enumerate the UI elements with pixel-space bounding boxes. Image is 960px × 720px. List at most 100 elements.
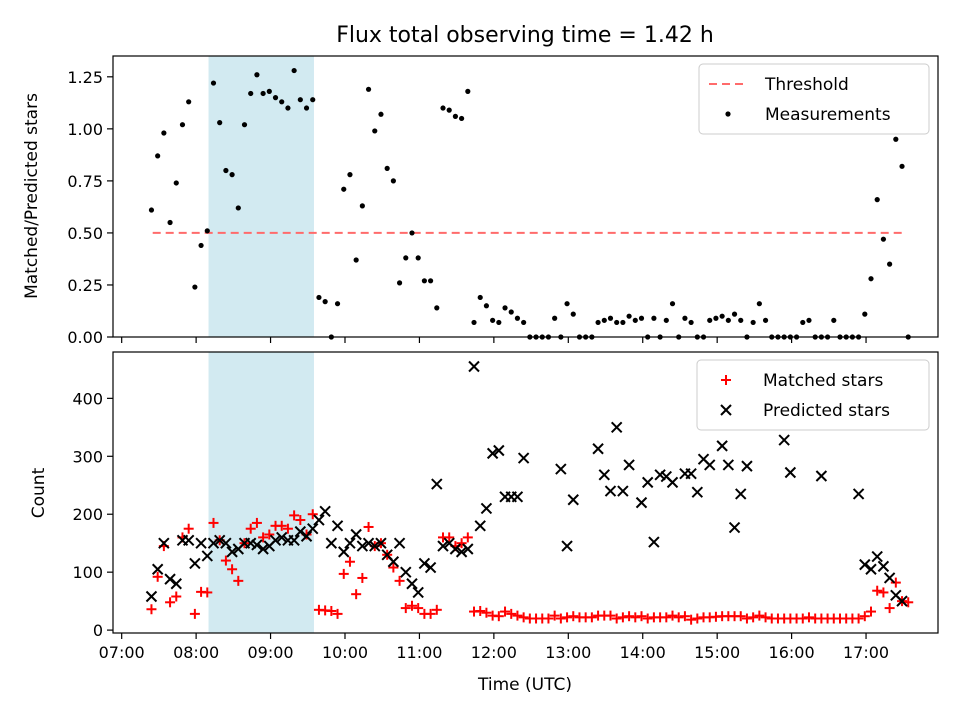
data-point <box>400 566 412 578</box>
data-point <box>872 585 883 596</box>
data-point <box>145 590 158 603</box>
data-point <box>412 586 424 599</box>
data-point <box>719 313 725 319</box>
data-point <box>351 589 362 600</box>
legend-box <box>698 63 930 135</box>
data-point <box>258 532 269 543</box>
data-point <box>189 608 200 619</box>
data-point <box>728 521 741 534</box>
data-point <box>208 517 219 528</box>
data-point <box>707 317 713 323</box>
data-point <box>356 540 369 552</box>
data-point <box>192 284 198 290</box>
data-point <box>350 528 362 541</box>
data-point-stroke <box>251 539 263 551</box>
data-point-stroke <box>431 478 443 490</box>
shaded-interval <box>208 352 314 633</box>
data-point-stroke <box>182 534 195 547</box>
data-point <box>446 107 452 113</box>
data-point <box>334 301 341 307</box>
data-point-stroke <box>735 488 747 500</box>
data-point-stroke <box>778 434 790 446</box>
data-point <box>688 319 694 326</box>
data-point-stroke <box>604 485 617 497</box>
data-point-stroke <box>474 520 486 532</box>
data-point <box>331 520 344 532</box>
y-tick-label: 1.25 <box>67 68 103 87</box>
data-point <box>455 546 468 558</box>
data-point-stroke <box>704 459 716 471</box>
data-point <box>223 167 229 174</box>
data-point-stroke <box>288 534 300 547</box>
data-point <box>434 305 440 311</box>
data-point <box>620 319 626 326</box>
data-point <box>508 309 514 315</box>
data-point-stroke <box>356 540 369 552</box>
data-point <box>437 540 449 552</box>
data-point <box>493 444 505 457</box>
data-point <box>254 72 260 78</box>
data-point <box>319 505 331 518</box>
data-point-stroke <box>468 360 480 373</box>
data-point <box>406 578 418 590</box>
y-tick-label: 400 <box>72 389 103 408</box>
data-point <box>641 476 654 489</box>
data-point <box>883 572 896 584</box>
data-point <box>182 534 195 547</box>
data-point <box>347 172 353 178</box>
data-point-stroke <box>338 546 350 558</box>
data-point <box>686 614 697 625</box>
data-point-stroke <box>648 536 660 548</box>
data-point <box>183 523 194 534</box>
data-point <box>279 99 285 105</box>
data-point <box>611 613 622 624</box>
x-tick-label: 15:00 <box>694 643 740 662</box>
data-point <box>186 99 192 105</box>
data-point-stroke <box>896 595 908 607</box>
data-point <box>893 136 899 142</box>
data-point <box>372 128 378 134</box>
data-point <box>815 470 828 482</box>
data-point <box>871 550 883 563</box>
data-point <box>868 276 874 282</box>
data-point <box>226 546 238 558</box>
data-point <box>617 485 629 497</box>
data-point <box>424 561 437 574</box>
data-point <box>307 509 318 520</box>
bottom-legend: Matched stars Predicted stars <box>696 359 930 431</box>
data-point <box>831 317 837 323</box>
data-point-stroke <box>486 447 499 460</box>
data-point <box>245 523 256 534</box>
data-point <box>884 603 895 614</box>
data-point <box>567 494 579 506</box>
data-point <box>778 434 790 446</box>
data-point <box>506 608 517 619</box>
data-point <box>630 612 641 623</box>
data-point <box>738 317 744 323</box>
data-point <box>887 261 893 267</box>
data-point <box>213 534 226 547</box>
data-point-stroke <box>716 440 728 452</box>
data-point <box>251 539 263 551</box>
data-point <box>474 520 486 532</box>
data-point-stroke <box>331 520 344 532</box>
data-point <box>276 531 288 544</box>
data-point-stroke <box>189 557 201 570</box>
data-point-stroke <box>387 556 400 568</box>
data-point <box>241 122 248 128</box>
data-point-stroke <box>617 485 629 497</box>
data-point-stroke <box>201 550 213 562</box>
x-tick-label: 07:00 <box>99 643 145 662</box>
x-tick-label: 10:00 <box>322 643 368 662</box>
data-point <box>161 130 167 136</box>
data-point <box>638 315 645 321</box>
data-point <box>750 319 756 326</box>
data-point <box>332 608 343 619</box>
chart-title: Flux total observing time = 1.42 h <box>336 23 714 48</box>
data-point <box>477 294 483 301</box>
data-point <box>173 180 179 186</box>
data-point-stroke <box>815 470 828 482</box>
data-point <box>756 301 762 307</box>
data-point-stroke <box>269 534 282 547</box>
data-point <box>803 612 814 623</box>
